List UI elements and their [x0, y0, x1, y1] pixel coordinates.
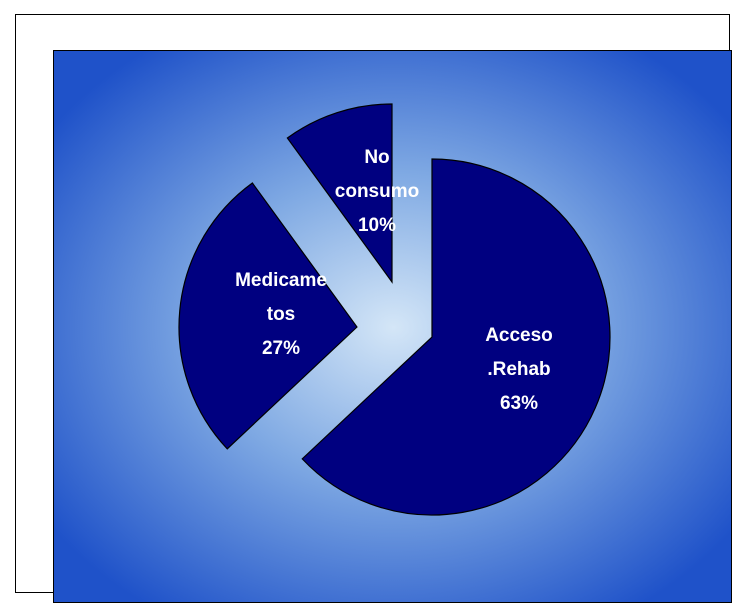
plot-background [54, 51, 731, 602]
chart-outer-frame: Acceso .Rehab 63% Medicame tos 27% No consumo 10… [15, 14, 732, 603]
pie-chart: Acceso .Rehab 63% Medicame tos 27% No consumo 10… [54, 51, 731, 602]
slice-category-label: Acceso [485, 325, 553, 346]
pie-slice-2 [178, 182, 358, 450]
pie-slice-1 [301, 158, 611, 516]
slice-value-label: 27% [262, 338, 300, 359]
slice-category-label: No [364, 147, 389, 168]
slice-value-label: 10% [358, 215, 396, 236]
slice-category-label: tos [267, 304, 296, 325]
slice-value-label: 63% [500, 393, 538, 414]
pie-slice-3 [286, 103, 393, 284]
plot-area: Acceso .Rehab 63% Medicame tos 27% No consumo 10… [53, 50, 732, 603]
slice-category-label: consumo [335, 181, 419, 202]
slice-category-label: Medicame [235, 270, 327, 291]
slice-category-label: .Rehab [487, 359, 550, 380]
